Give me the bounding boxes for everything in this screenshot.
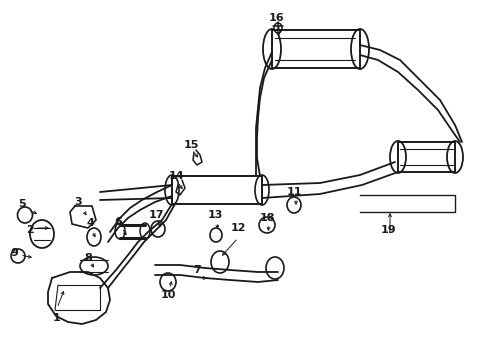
Text: 5: 5 bbox=[18, 199, 26, 209]
Text: 17: 17 bbox=[148, 210, 163, 220]
Ellipse shape bbox=[350, 29, 368, 69]
Text: 19: 19 bbox=[379, 225, 395, 235]
Text: 15: 15 bbox=[183, 140, 198, 150]
Text: 2: 2 bbox=[26, 225, 34, 235]
Ellipse shape bbox=[273, 23, 282, 33]
Ellipse shape bbox=[389, 141, 405, 173]
Text: 10: 10 bbox=[160, 290, 175, 300]
Ellipse shape bbox=[115, 223, 125, 239]
Text: 9: 9 bbox=[10, 248, 18, 258]
Ellipse shape bbox=[151, 221, 164, 237]
Ellipse shape bbox=[30, 220, 54, 248]
Ellipse shape bbox=[263, 29, 281, 69]
Ellipse shape bbox=[18, 207, 32, 223]
Ellipse shape bbox=[446, 141, 462, 173]
Text: 1: 1 bbox=[53, 313, 61, 323]
Ellipse shape bbox=[286, 197, 301, 213]
Text: 8: 8 bbox=[84, 253, 92, 263]
Ellipse shape bbox=[259, 217, 274, 233]
Text: 6: 6 bbox=[114, 217, 122, 227]
Text: 4: 4 bbox=[86, 218, 94, 228]
Ellipse shape bbox=[210, 251, 228, 273]
Ellipse shape bbox=[160, 273, 176, 291]
Text: 7: 7 bbox=[193, 265, 201, 275]
Ellipse shape bbox=[164, 175, 179, 205]
Text: 18: 18 bbox=[259, 213, 274, 223]
Ellipse shape bbox=[140, 223, 150, 239]
Text: 16: 16 bbox=[268, 13, 284, 23]
Ellipse shape bbox=[80, 257, 108, 275]
Ellipse shape bbox=[87, 228, 101, 246]
Text: 13: 13 bbox=[207, 210, 222, 220]
Text: 14: 14 bbox=[168, 171, 183, 181]
Text: 12: 12 bbox=[230, 223, 245, 233]
Ellipse shape bbox=[11, 249, 25, 263]
Ellipse shape bbox=[265, 257, 284, 279]
Text: 3: 3 bbox=[74, 197, 81, 207]
Ellipse shape bbox=[209, 228, 222, 242]
Ellipse shape bbox=[254, 175, 268, 205]
Text: 11: 11 bbox=[285, 187, 301, 197]
